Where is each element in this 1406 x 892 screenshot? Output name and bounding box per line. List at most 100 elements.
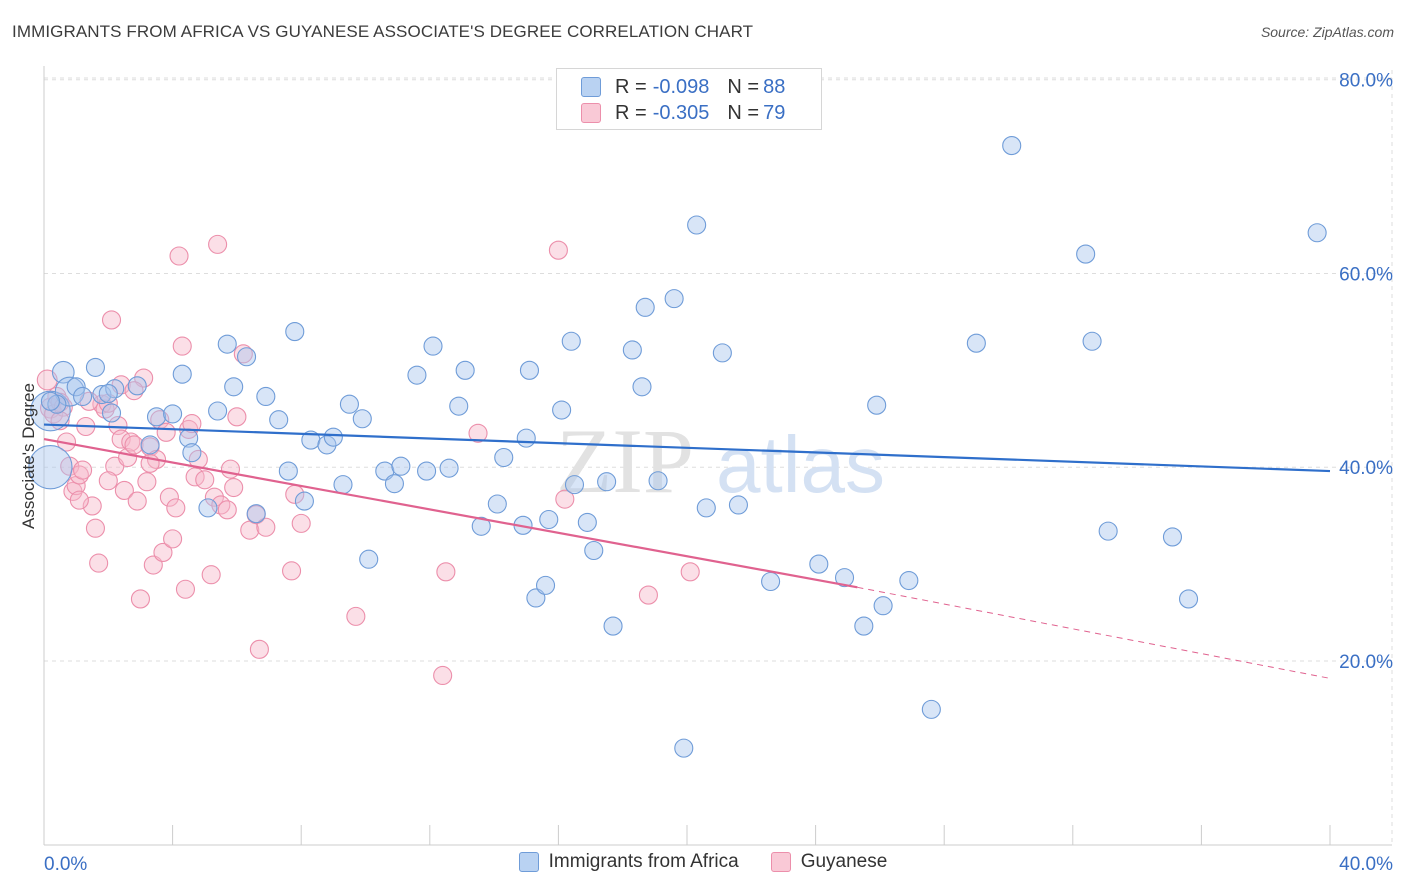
trend-lines	[43, 423, 1331, 679]
africa-point	[471, 516, 491, 536]
x-tick-label: 0.0%	[44, 854, 87, 875]
africa-point	[487, 494, 507, 514]
guyanese-point	[172, 336, 192, 356]
guyanese-point	[208, 234, 228, 254]
guyanese-point	[217, 500, 237, 520]
africa-point	[85, 357, 105, 377]
guyanese-point	[195, 470, 215, 490]
legend-swatch-africa	[581, 77, 601, 97]
africa-point	[317, 435, 337, 455]
guyanese-point	[98, 471, 118, 491]
africa-point	[198, 498, 218, 518]
africa-point	[1098, 521, 1118, 541]
guyanese-point	[204, 487, 224, 507]
guyanese-point	[121, 432, 141, 452]
africa-point	[1178, 589, 1199, 609]
africa-point	[539, 509, 559, 530]
guyanese-point	[249, 639, 269, 659]
legend-n-label: N =	[727, 101, 760, 124]
axes	[43, 66, 1392, 846]
africa-point	[622, 340, 642, 360]
africa-point	[728, 495, 748, 515]
guyanese-point	[282, 561, 302, 581]
guyanese-point	[175, 579, 196, 599]
series-swatch-africa	[518, 852, 539, 872]
guyanese-point	[69, 490, 89, 510]
watermark-zip: ZIP	[556, 410, 694, 512]
africa-point	[584, 540, 604, 561]
guyanese-point	[436, 562, 456, 582]
africa-point	[146, 407, 167, 427]
africa-point	[455, 360, 475, 380]
africa-point	[535, 575, 556, 595]
africa-point	[809, 554, 829, 574]
guyanese-point	[130, 589, 150, 609]
series-legend-africa[interactable]: Immigrants from Africa	[518, 851, 739, 873]
guyanese-trend-line	[43, 438, 858, 589]
x-tick-label: 40.0%	[1339, 854, 1393, 875]
africa-point	[28, 445, 73, 490]
guyanese-point	[548, 240, 568, 260]
africa-point	[217, 334, 237, 354]
guyanese-point	[89, 553, 109, 573]
watermark-atlas: atlas	[716, 420, 885, 509]
guyanese-point	[127, 491, 147, 511]
grid-lines	[44, 70, 1393, 845]
africa-point	[854, 616, 874, 636]
series-legend-guyanese[interactable]: Guyanese	[770, 851, 887, 873]
africa-point	[1002, 136, 1022, 156]
africa-point	[423, 336, 443, 356]
africa-point	[246, 504, 266, 524]
y-tick-label: 20.0%	[1339, 652, 1393, 673]
series-label-africa: Immigrants from Africa	[548, 851, 739, 872]
guyanese-point	[182, 414, 202, 434]
guyanese-point	[555, 489, 575, 509]
guyanese-point	[169, 246, 189, 266]
guyanese-point	[159, 487, 179, 507]
africa-point	[1076, 244, 1096, 264]
africa-point	[359, 549, 379, 569]
africa-point	[1307, 223, 1327, 243]
y-tick-label: 40.0%	[1339, 458, 1393, 479]
africa-point	[597, 472, 617, 492]
guyanese-point	[153, 542, 173, 562]
africa-point	[552, 400, 572, 420]
africa-point	[834, 568, 855, 588]
guyanese-point	[85, 518, 105, 538]
guyanese-point	[143, 555, 163, 575]
guyanese-point	[220, 459, 241, 479]
legend-r-value-africa: -0.098	[652, 75, 710, 98]
africa-point	[40, 391, 60, 411]
africa-point	[285, 322, 305, 342]
source-label: Source: ZipAtlas.com	[1260, 24, 1394, 40]
legend-r-label: R =	[615, 75, 647, 98]
africa-point	[208, 401, 228, 421]
africa-point	[761, 571, 781, 592]
y-tick-label: 80.0%	[1339, 71, 1393, 92]
axis-labels: 20.0% 40.0% 60.0% 80.0% 0.0% 40.0%	[44, 71, 1393, 875]
africa-point	[564, 475, 585, 495]
africa-point	[516, 428, 536, 448]
africa-point	[73, 386, 93, 407]
africa-point	[873, 596, 893, 616]
africa-point	[140, 435, 160, 455]
africa-point	[352, 409, 372, 429]
series-legend: Immigrants from Africa Guyanese	[0, 851, 1406, 873]
africa-point	[921, 699, 941, 719]
guyanese-point	[73, 460, 93, 480]
y-tick-label: 60.0%	[1339, 264, 1393, 285]
guyanese-point	[166, 498, 186, 518]
guyanese-trend-extension	[857, 586, 1331, 679]
africa-point	[98, 384, 118, 404]
africa-point	[1162, 527, 1183, 547]
guyanese-point	[346, 606, 366, 626]
africa-point	[294, 491, 314, 511]
africa-point	[333, 475, 353, 495]
africa-point	[66, 377, 86, 397]
africa-point	[561, 331, 581, 351]
legend-n-label: N =	[727, 75, 760, 98]
correlation-legend: R = -0.098 N = 88 R = -0.305 N = 79	[556, 68, 822, 130]
africa-point	[674, 738, 694, 758]
africa-point	[494, 447, 514, 468]
legend-r-label: R =	[615, 101, 647, 124]
